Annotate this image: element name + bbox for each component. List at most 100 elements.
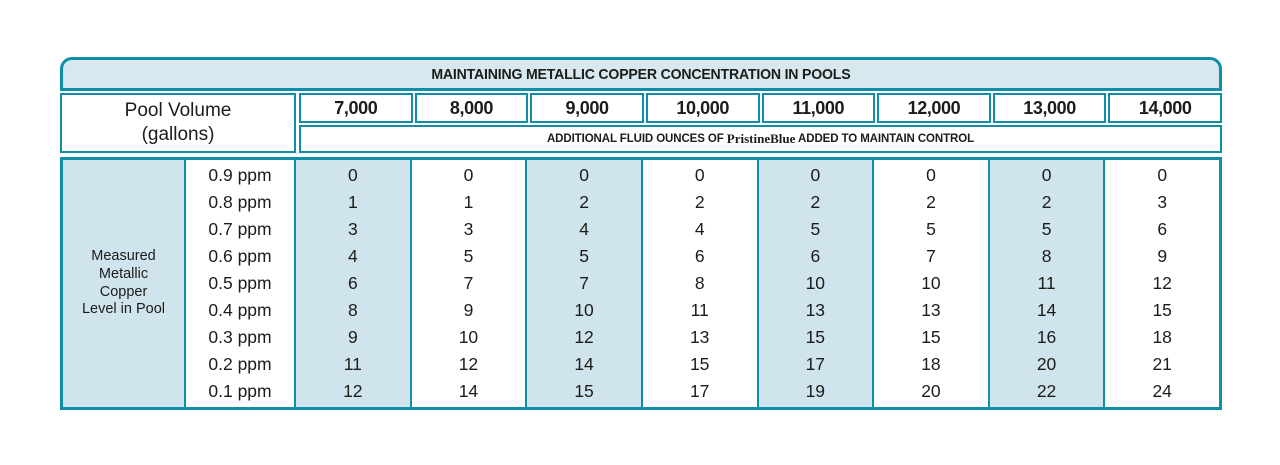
ppm-level-label: 0.8 ppm [208, 192, 272, 212]
dosage-value: 7 [926, 246, 936, 266]
dosage-value: 15 [574, 381, 594, 401]
dosage-value: 6 [1157, 219, 1168, 239]
volume-header-group: 7,000 8,000 9,000 10,000 11,000 12,000 13,000 1… [299, 93, 1222, 153]
dosage-value: 9 [347, 327, 358, 347]
brand-name: PristineBlue [726, 131, 796, 146]
dosage-value: 15 [805, 327, 826, 347]
dosage-value: 17 [689, 381, 710, 401]
dosage-value: 0 [579, 165, 589, 185]
dosage-value: 14 [458, 381, 479, 401]
subtitle-band: ADDITIONAL FLUID OUNCES OF PristineBlue … [299, 125, 1222, 153]
dosage-value: 21 [1152, 354, 1172, 374]
volume-header-13000: 13,000 [992, 93, 1107, 123]
dosage-value: 10 [921, 273, 941, 293]
dosage-value: 0 [926, 165, 936, 185]
dosage-value: 8 [347, 300, 358, 320]
dosage-value: 5 [926, 219, 936, 239]
dosage-value: 0 [694, 165, 705, 185]
volume-header-7000: 7,000 [299, 93, 413, 123]
dosage-value: 14 [574, 354, 594, 374]
dosage-value: 12 [1152, 273, 1172, 293]
dosage-value: 11 [1037, 273, 1056, 293]
dosage-column-12000: 0 2 5 7 10 13 15 18 20 [872, 160, 988, 407]
dosage-value: 6 [810, 246, 821, 266]
row-axis-label-cell: Measured Metallic Copper Level in Pool [63, 160, 184, 407]
subtitle-prefix: ADDITIONAL FLUID OUNCES OF [546, 133, 727, 145]
volume-header-10000: 10,000 [645, 93, 760, 123]
dosage-value: 6 [347, 273, 358, 293]
body-section: Measured Metallic Copper Level in Pool 0… [60, 157, 1222, 410]
dosage-value: 5 [1041, 219, 1052, 239]
dosage-value: 12 [343, 381, 363, 401]
dosage-value: 3 [347, 219, 358, 239]
ppm-level-label: 0.1 ppm [208, 381, 272, 401]
dosage-value: 15 [921, 327, 941, 347]
dosage-value: 4 [347, 246, 358, 266]
dosage-value: 8 [1041, 246, 1052, 266]
volume-header-9000: 9,000 [530, 93, 644, 123]
dosage-value: 1 [463, 192, 474, 212]
dosage-column-13000: 0 2 5 8 11 14 16 20 22 [987, 160, 1104, 407]
pool-volume-header-cell: Pool Volume (gallons) [60, 93, 296, 153]
dosage-value: 2 [810, 192, 821, 212]
dosage-value: 13 [689, 327, 710, 347]
ppm-level-label: 0.6 ppm [208, 246, 272, 266]
dosage-value: 19 [805, 381, 826, 401]
dosage-value: 15 [689, 354, 710, 374]
dosage-value: 11 [690, 300, 709, 320]
ppm-level-label: 0.9 ppm [208, 165, 272, 185]
dosage-value: 5 [463, 246, 474, 266]
volume-header-12000: 12,000 [877, 93, 991, 123]
ppm-level-label: 0.4 ppm [208, 300, 272, 320]
dosage-value: 9 [1157, 246, 1168, 266]
ppm-level-label: 0.2 ppm [208, 354, 272, 374]
dosage-value: 10 [458, 327, 479, 347]
ppm-level-label: 0.5 ppm [208, 273, 272, 293]
volume-header-11000: 11,000 [761, 93, 876, 123]
dosage-value: 18 [1152, 327, 1172, 347]
dosage-value: 13 [921, 300, 941, 320]
header-section: Pool Volume (gallons) 7,000 8,000 9,000 10,… [60, 93, 1222, 153]
dosage-value: 10 [574, 300, 594, 320]
dosage-columns: 0 1 3 4 6 8 9 11 12 0 1 3 5 7 9 10 12 14 0 2 4 5 7 10 12 14 15 0 2 4 6… [294, 160, 1219, 407]
dosage-value: 12 [458, 354, 479, 374]
pool-volume-label-line2: (gallons) [141, 124, 215, 145]
dosage-value: 9 [463, 300, 474, 320]
dosage-value: 0 [463, 165, 474, 185]
ppm-level-column: 0.9 ppm 0.8 ppm 0.7 ppm 0.6 ppm 0.5 ppm 0.4 p… [184, 160, 294, 407]
dosage-column-11000: 0 2 5 6 10 13 15 17 19 [756, 160, 873, 407]
dosage-value: 4 [579, 219, 589, 239]
volume-header-8000: 8,000 [414, 93, 529, 123]
volume-header-14000: 14,000 [1108, 93, 1222, 123]
dosage-value: 0 [1157, 165, 1168, 185]
dosage-value: 24 [1152, 381, 1172, 401]
dosage-value: 7 [579, 273, 589, 293]
dosage-value: 20 [921, 381, 941, 401]
dosage-value: 7 [463, 273, 474, 293]
row-axis-label-line2: Metallic [98, 265, 149, 282]
dosage-column-9000: 0 2 4 5 7 10 12 14 15 [525, 160, 641, 407]
pool-volume-label-line1: Pool Volume [124, 100, 232, 122]
dosage-column-7000: 0 1 3 4 6 8 9 11 12 [294, 160, 410, 407]
row-axis-label-line1: Measured [91, 247, 156, 264]
copper-dosage-table: MAINTAINING METALLIC COPPER CONCENTRATIO… [60, 57, 1222, 410]
dosage-value: 6 [694, 246, 705, 266]
subtitle-suffix: ADDED TO MAINTAIN CONTROL [795, 133, 975, 145]
dosage-value: 3 [463, 219, 474, 239]
dosage-column-10000: 0 2 4 6 8 11 13 15 17 [640, 160, 757, 407]
dosage-value: 12 [574, 327, 594, 347]
dosage-value: 0 [347, 165, 358, 185]
dosage-value: 4 [694, 219, 705, 239]
dosage-value: 11 [343, 354, 362, 374]
dosage-value: 22 [1036, 381, 1057, 401]
row-axis-label-line3: Copper [99, 283, 148, 300]
table-title-bar: MAINTAINING METALLIC COPPER CONCENTRATIO… [60, 57, 1222, 91]
dosage-value: 10 [805, 273, 826, 293]
dosage-value: 5 [579, 246, 589, 266]
dosage-value: 20 [1036, 354, 1057, 374]
dosage-value: 15 [1152, 300, 1172, 320]
row-axis-label-line4: Level in Pool [81, 301, 166, 318]
dosage-value: 3 [1157, 192, 1168, 212]
dosage-value: 17 [805, 354, 826, 374]
